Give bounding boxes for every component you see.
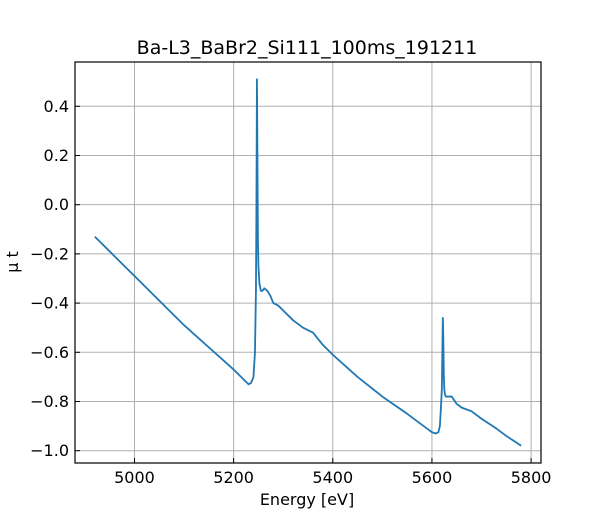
y-tick-label: 0.4 [44, 97, 69, 116]
chart-title: Ba-L3_BaBr2_Si111_100ms_191211 [137, 37, 478, 59]
x-tick-label: 5800 [511, 468, 552, 487]
axis-ticks: 5000 5200 5400 5600 5800 −1.0 −0.8 −0.6 −0.4 −0.2… [30, 97, 551, 487]
x-tick-label: 5000 [114, 468, 155, 487]
x-tick-label: 5200 [213, 468, 254, 487]
plot-frame [74, 61, 542, 464]
y-tick-label: −0.6 [30, 343, 69, 362]
y-axis-label: μ t [3, 251, 22, 273]
y-tick-label: 0.0 [44, 195, 69, 214]
x-axis-label: Energy [eV] [260, 490, 354, 509]
y-tick-label: −0.2 [30, 244, 69, 263]
series-line [94, 78, 522, 447]
y-tick-label: −0.4 [30, 294, 69, 313]
x-tick-label: 5600 [412, 468, 453, 487]
x-tick-label: 5400 [312, 468, 353, 487]
y-tick-label: 0.2 [44, 146, 69, 165]
grid-lines [75, 62, 541, 463]
series-layer [94, 78, 522, 447]
y-tick-label: −0.8 [30, 392, 69, 411]
y-tick-label: −1.0 [30, 441, 69, 460]
